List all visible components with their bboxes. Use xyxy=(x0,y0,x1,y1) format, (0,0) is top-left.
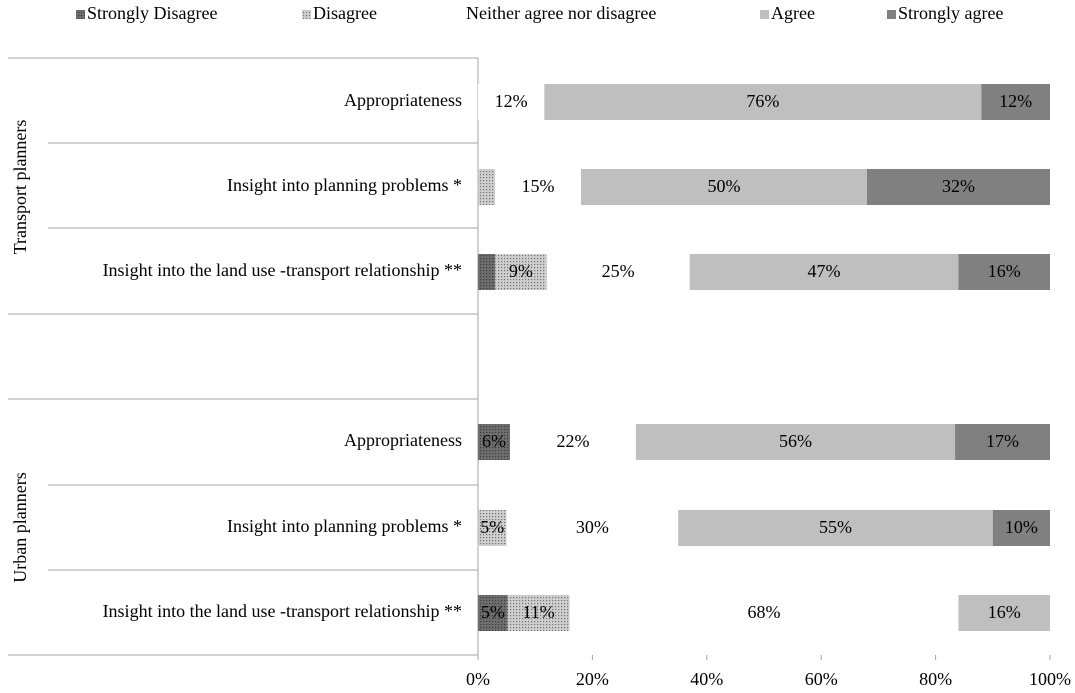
bar-segment xyxy=(958,254,1050,290)
data-label: 68% xyxy=(748,602,781,622)
bar-hatch xyxy=(478,424,511,460)
bar-hatch xyxy=(478,169,496,205)
legend-label: Agree xyxy=(771,3,815,23)
x-tick-label: 0% xyxy=(466,669,490,689)
category-label: Insight into planning problems * xyxy=(227,175,462,195)
category-label: Appropriateness xyxy=(344,430,462,450)
bar-hatch xyxy=(495,254,547,290)
bar-segment xyxy=(958,595,1050,631)
bar-segment xyxy=(546,254,690,290)
legend-swatch xyxy=(760,10,769,19)
data-label: 55% xyxy=(819,517,852,537)
bar-hatch xyxy=(507,595,570,631)
category-label: Insight into the land use -transport rel… xyxy=(103,260,462,280)
data-label: 16% xyxy=(988,602,1021,622)
data-label: 11% xyxy=(522,602,554,622)
legend-label: Strongly Disagree xyxy=(87,3,217,23)
bar-segment xyxy=(569,595,959,631)
legend-hatch xyxy=(76,10,85,19)
legend-swatch xyxy=(887,10,896,19)
category-label: Appropriateness xyxy=(344,90,462,110)
data-label: 30% xyxy=(576,517,609,537)
data-label: 25% xyxy=(602,261,635,281)
bar-segment xyxy=(478,84,545,120)
bar-segment xyxy=(635,424,956,460)
data-label: 12% xyxy=(495,91,528,111)
x-tick-label: 40% xyxy=(690,669,723,689)
group-label: Urban planners xyxy=(10,472,30,582)
legend-label: Neither agree nor disagree xyxy=(466,3,656,23)
bar-segment xyxy=(580,169,867,205)
data-label: 5% xyxy=(481,602,505,622)
legend-hatch xyxy=(302,10,311,19)
bar-hatch xyxy=(478,254,496,290)
data-label: 12% xyxy=(999,91,1032,111)
bar-segment xyxy=(678,510,993,546)
data-label: 15% xyxy=(522,176,555,196)
data-label: 6% xyxy=(482,431,506,451)
data-label: 17% xyxy=(986,431,1019,451)
bar-segment xyxy=(506,510,679,546)
bar-segment xyxy=(992,510,1050,546)
bar-hatch xyxy=(478,510,507,546)
data-label: 32% xyxy=(942,176,975,196)
x-tick-label: 100% xyxy=(1029,669,1071,689)
x-tick-label: 20% xyxy=(576,669,609,689)
data-label: 50% xyxy=(707,176,740,196)
data-label: 76% xyxy=(746,91,779,111)
data-label: 22% xyxy=(556,431,589,451)
data-label: 56% xyxy=(779,431,812,451)
x-tick-label: 80% xyxy=(919,669,952,689)
legend-swatch xyxy=(455,10,464,19)
bar-segment xyxy=(689,254,959,290)
bar-segment xyxy=(866,169,1050,205)
data-label: 5% xyxy=(480,517,504,537)
data-label: 10% xyxy=(1005,517,1038,537)
data-label: 47% xyxy=(808,261,841,281)
legend-label: Strongly agree xyxy=(898,3,1003,23)
bar-segment xyxy=(544,84,982,120)
group-label: Transport planners xyxy=(10,120,30,255)
bar-hatch xyxy=(478,595,508,631)
category-label: Insight into planning problems * xyxy=(227,516,462,536)
bar-segment xyxy=(981,84,1050,120)
data-label: 9% xyxy=(509,261,533,281)
bar-segment xyxy=(510,424,636,460)
category-label: Insight into the land use -transport rel… xyxy=(103,601,462,621)
bar-segment xyxy=(495,169,581,205)
legend-label: Disagree xyxy=(313,3,377,23)
bar-segment xyxy=(955,424,1050,460)
x-tick-label: 60% xyxy=(805,669,838,689)
data-label: 16% xyxy=(988,261,1021,281)
